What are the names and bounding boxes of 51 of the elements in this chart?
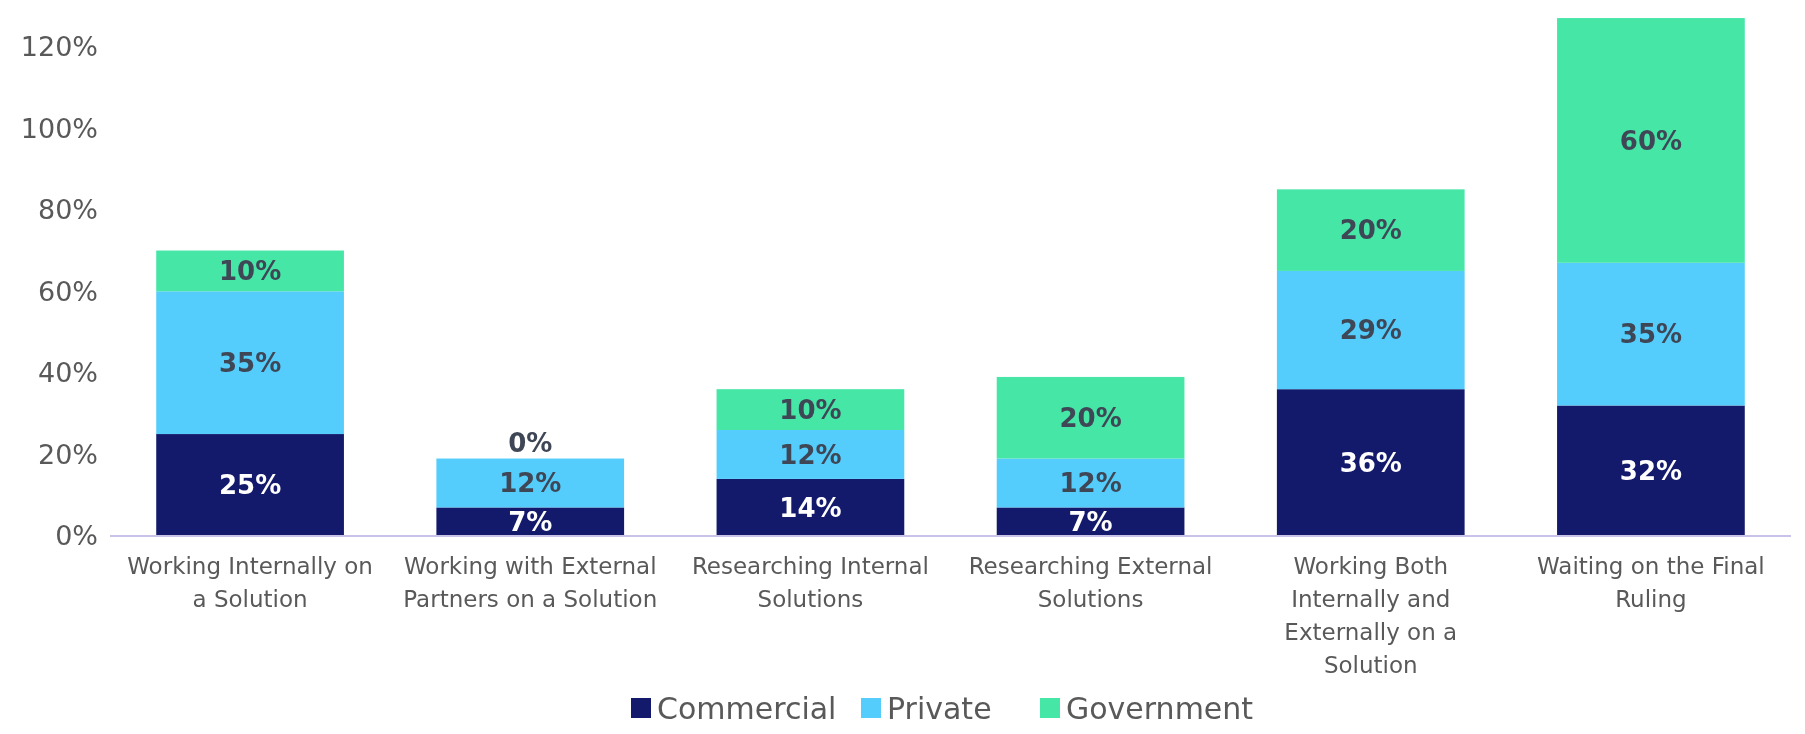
- x-tick-label: Researching External Solutions: [968, 553, 1213, 612]
- x-tick-label: Researching Internal Solutions: [691, 553, 929, 612]
- bar: [996, 458, 1185, 508]
- bar: [1557, 405, 1745, 536]
- data-label: 7%: [1068, 506, 1113, 537]
- legend-label: Private: [887, 690, 992, 726]
- data-label: 29%: [1339, 315, 1402, 346]
- data-label: 12%: [1059, 468, 1122, 499]
- y-tick-label: 60%: [37, 275, 98, 307]
- data-label: 10%: [779, 394, 842, 425]
- data-label: 12%: [499, 468, 562, 499]
- bar: [156, 250, 344, 292]
- data-label: 12%: [779, 439, 842, 470]
- x-tick-label: Working Internally on a Solution: [127, 553, 373, 612]
- bar: [436, 458, 625, 508]
- y-tick-label: 0%: [55, 520, 98, 552]
- bar: [996, 376, 1185, 459]
- bar: [996, 507, 1185, 536]
- bar: [156, 434, 344, 536]
- x-tick-label: Working with External Partners on a Solution: [403, 553, 658, 612]
- y-tick-label: 80%: [37, 194, 98, 226]
- bar: [1276, 389, 1465, 536]
- bar: [716, 389, 905, 430]
- data-label: 0%: [508, 427, 553, 458]
- bar: [156, 291, 344, 435]
- data-label: 10%: [218, 256, 282, 287]
- y-tick-label: 100%: [20, 112, 98, 144]
- bar: [716, 429, 905, 479]
- data-label: 25%: [218, 470, 282, 501]
- y-tick-label: 40%: [37, 357, 98, 389]
- bar: [1276, 189, 1465, 271]
- bar: [1276, 270, 1465, 390]
- bar: [1557, 262, 1745, 406]
- data-label: 35%: [1619, 319, 1683, 350]
- data-label: 14%: [779, 492, 842, 523]
- legend-label: Commercial: [657, 690, 837, 726]
- data-label: 20%: [1059, 402, 1122, 433]
- data-label: 32%: [1619, 455, 1683, 486]
- bar: [716, 478, 905, 536]
- x-tick-label: Working Both Internally and Externally on a Solution: [1284, 553, 1458, 678]
- x-tick-label: Waiting on the Final Ruling: [1537, 553, 1765, 612]
- data-label: 36%: [1339, 447, 1402, 478]
- data-label: 60%: [1619, 125, 1683, 156]
- bar: [1557, 18, 1745, 263]
- y-tick-label: 20%: [37, 438, 98, 470]
- y-tick-label: 120%: [20, 31, 98, 63]
- legend-label: Government: [1066, 690, 1254, 726]
- bar: [436, 507, 625, 536]
- data-label: 7%: [508, 506, 553, 537]
- data-label: 35%: [218, 347, 282, 378]
- data-label: 20%: [1339, 215, 1402, 246]
